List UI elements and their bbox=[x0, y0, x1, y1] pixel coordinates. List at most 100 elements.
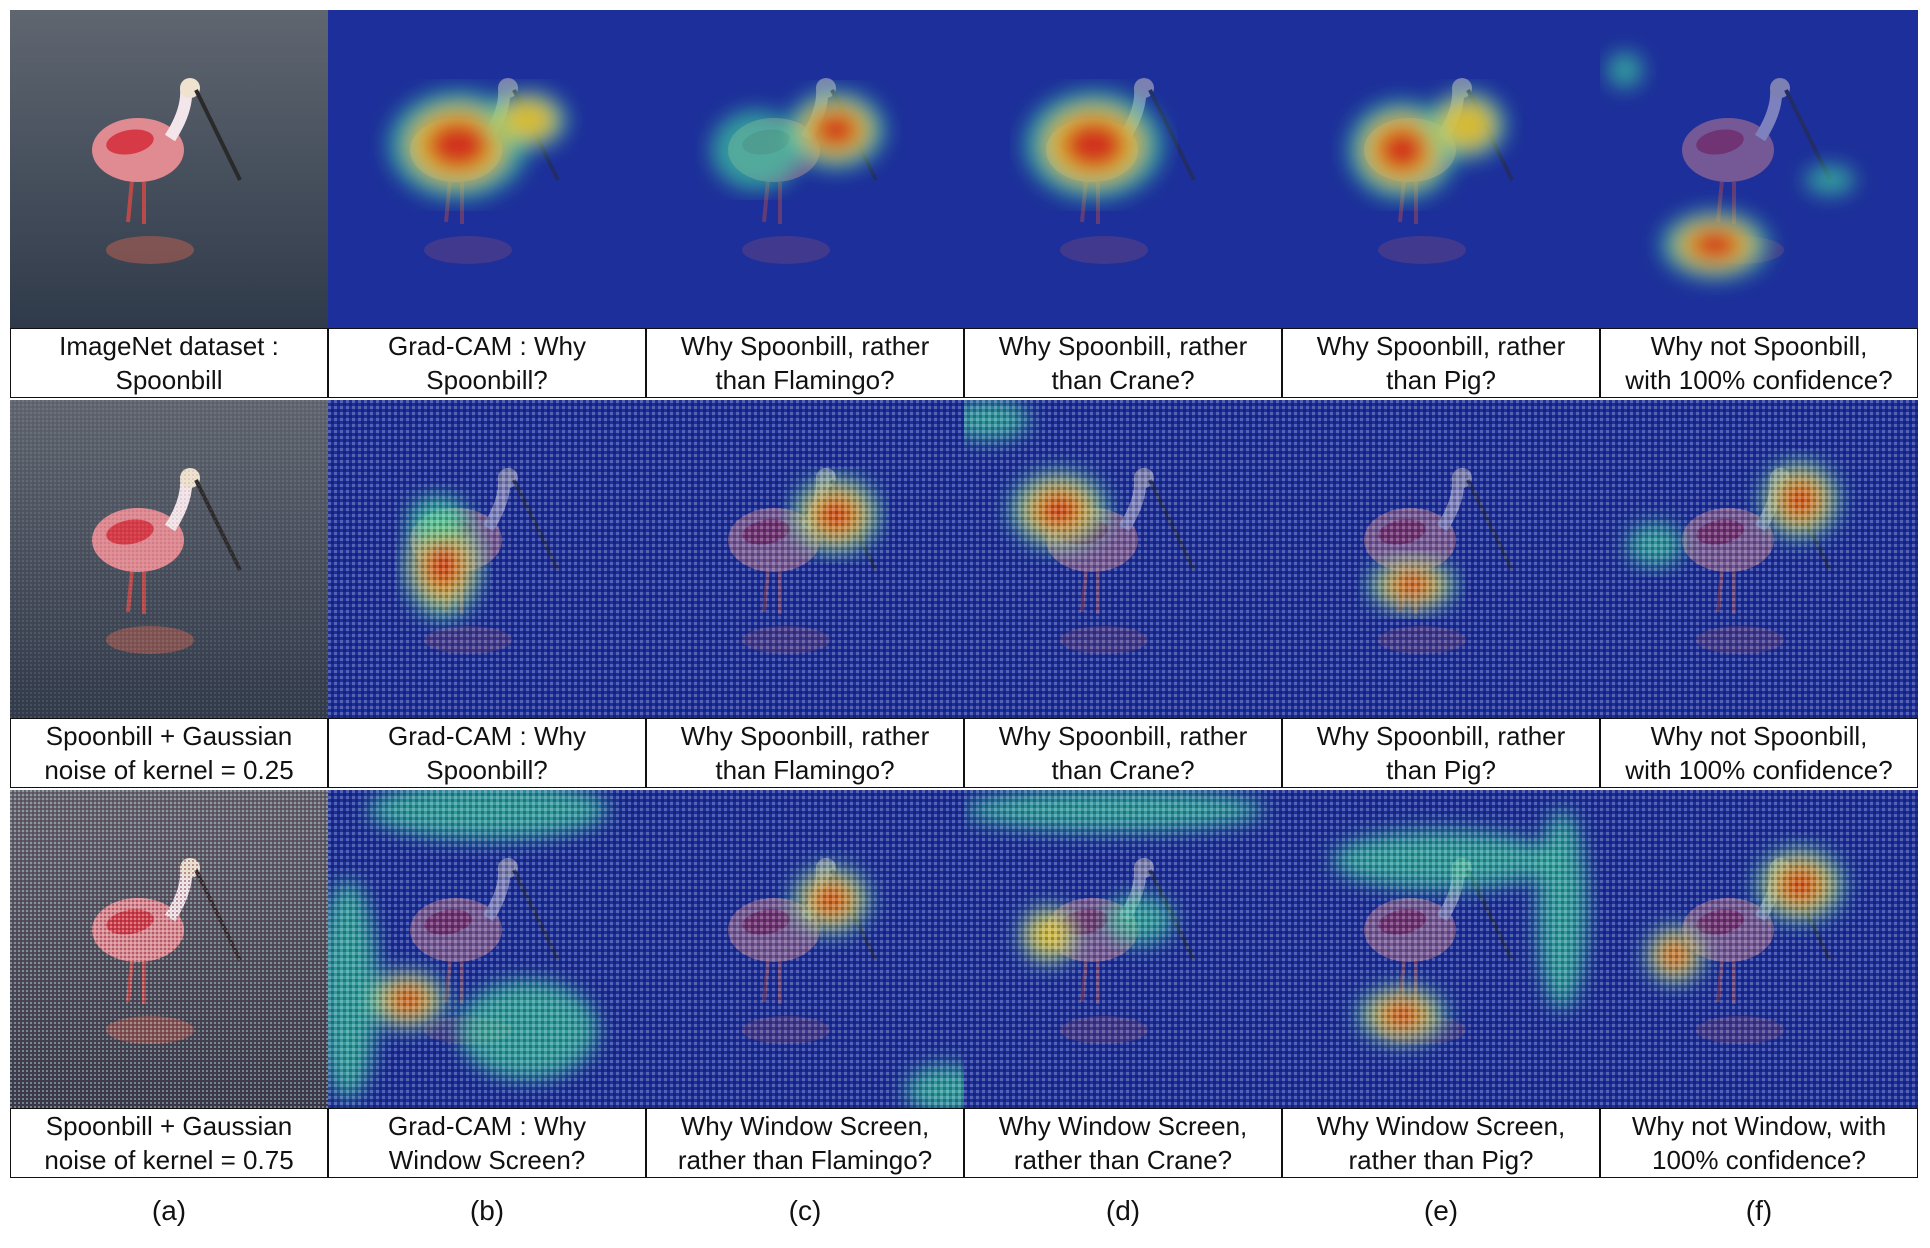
heatmap-contrast-crane bbox=[964, 10, 1282, 328]
caption-line-1: Why Spoonbill, rather bbox=[998, 331, 1248, 361]
caption-line-1: Why not Spoonbill, bbox=[1650, 721, 1868, 751]
caption-line-2: than Crane? bbox=[1051, 365, 1195, 395]
illustration-svg bbox=[10, 10, 328, 328]
caption-line-1: Why Window Screen, bbox=[1316, 1111, 1566, 1141]
caption-r2-c4: Why Spoonbill, rather than Crane? bbox=[964, 718, 1282, 788]
heatmap-contrast-pig bbox=[1282, 10, 1600, 328]
caption-r3-c2: Grad-CAM : Why Window Screen? bbox=[328, 1108, 646, 1178]
heatmap-contrast-flamingo bbox=[646, 400, 964, 718]
caption-line-2: Window Screen? bbox=[388, 1145, 586, 1175]
heatmap-contrast-flamingo bbox=[646, 790, 964, 1108]
row-1: ImageNet dataset : Spoonbill Grad-CAM : … bbox=[10, 10, 1922, 398]
caption-line-2: than Pig? bbox=[1386, 365, 1496, 395]
illustration-svg bbox=[1600, 10, 1918, 328]
caption-line-1: Spoonbill + Gaussian bbox=[45, 721, 293, 751]
caption-line-2: than Flamingo? bbox=[715, 365, 895, 395]
caption-line-2: rather than Pig? bbox=[1348, 1145, 1534, 1175]
heatmap-gradcam bbox=[328, 10, 646, 328]
heatmap-contrast-crane bbox=[964, 400, 1282, 718]
heatmap-why-not-full-confidence bbox=[1600, 790, 1918, 1108]
caption-r2-c3: Why Spoonbill, rather than Flamingo? bbox=[646, 718, 964, 788]
caption-r2-c6: Why not Spoonbill, with 100% confidence? bbox=[1600, 718, 1918, 788]
illustration-svg bbox=[646, 400, 964, 718]
caption-r3-c6: Why not Window, with 100% confidence? bbox=[1600, 1108, 1918, 1178]
heatmap-gradcam bbox=[328, 400, 646, 718]
heatmap-contrast-pig bbox=[1282, 790, 1600, 1108]
image-noisy-spoonbill-0-75 bbox=[10, 790, 328, 1108]
caption-line-1: Why Spoonbill, rather bbox=[1316, 331, 1566, 361]
caption-line-1: Why Window Screen, bbox=[680, 1111, 930, 1141]
illustration-svg bbox=[328, 10, 646, 328]
caption-line-1: Why Spoonbill, rather bbox=[1316, 721, 1566, 751]
column-label-d: (d) bbox=[1105, 1195, 1141, 1226]
caption-line-2: 100% confidence? bbox=[1652, 1145, 1866, 1175]
illustration-svg bbox=[1282, 790, 1600, 1108]
caption-r2-c1: Spoonbill + Gaussian noise of kernel = 0… bbox=[10, 718, 328, 788]
caption-line-1: Spoonbill + Gaussian bbox=[45, 1111, 293, 1141]
illustration-svg bbox=[964, 10, 1282, 328]
heatmap-why-not-full-confidence bbox=[1600, 10, 1918, 328]
heatmap-why-not-full-confidence bbox=[1600, 400, 1918, 718]
caption-line-2: with 100% confidence? bbox=[1625, 365, 1893, 395]
caption-r1-c3: Why Spoonbill, rather than Flamingo? bbox=[646, 328, 964, 398]
caption-r3-c1: Spoonbill + Gaussian noise of kernel = 0… bbox=[10, 1108, 328, 1178]
caption-r3-c4: Why Window Screen, rather than Crane? bbox=[964, 1108, 1282, 1178]
caption-r1-c5: Why Spoonbill, rather than Pig? bbox=[1282, 328, 1600, 398]
caption-line-2: than Crane? bbox=[1051, 755, 1195, 785]
caption-line-2: Spoonbill? bbox=[426, 365, 548, 395]
caption-r2-c5: Why Spoonbill, rather than Pig? bbox=[1282, 718, 1600, 788]
caption-line-1: Why Spoonbill, rather bbox=[998, 721, 1248, 751]
heatmap-contrast-crane bbox=[964, 790, 1282, 1108]
caption-line-1: Why Window Screen, bbox=[998, 1111, 1248, 1141]
caption-line-2: with 100% confidence? bbox=[1625, 755, 1893, 785]
caption-r1-c6: Why not Spoonbill, with 100% confidence? bbox=[1600, 328, 1918, 398]
illustration-svg bbox=[1282, 10, 1600, 328]
caption-line-2: Spoonbill? bbox=[426, 755, 548, 785]
heatmap-contrast-flamingo bbox=[646, 10, 964, 328]
column-label-e: (e) bbox=[1423, 1195, 1459, 1226]
image-noisy-spoonbill-0-25 bbox=[10, 400, 328, 718]
caption-line-2: than Pig? bbox=[1386, 755, 1496, 785]
caption-r1-c2: Grad-CAM : Why Spoonbill? bbox=[328, 328, 646, 398]
caption-r1-c4: Why Spoonbill, rather than Crane? bbox=[964, 328, 1282, 398]
caption-line-2: noise of kernel = 0.25 bbox=[44, 755, 294, 785]
illustration-svg bbox=[10, 400, 328, 718]
caption-line-1: Grad-CAM : Why bbox=[388, 331, 586, 361]
column-label-b: (b) bbox=[469, 1195, 505, 1226]
caption-r3-c5: Why Window Screen, rather than Pig? bbox=[1282, 1108, 1600, 1178]
caption-line-1: Why not Spoonbill, bbox=[1650, 331, 1868, 361]
caption-r3-c3: Why Window Screen, rather than Flamingo? bbox=[646, 1108, 964, 1178]
heatmap-gradcam bbox=[328, 790, 646, 1108]
caption-line-1: Grad-CAM : Why bbox=[388, 721, 586, 751]
caption-line-2: rather than Flamingo? bbox=[677, 1145, 933, 1175]
caption-line-2: noise of kernel = 0.75 bbox=[44, 1145, 294, 1175]
caption-line-1: Why Spoonbill, rather bbox=[680, 721, 930, 751]
caption-r1-c1: ImageNet dataset : Spoonbill bbox=[10, 328, 328, 398]
illustration-svg bbox=[964, 400, 1282, 718]
column-label-a: (a) bbox=[151, 1195, 187, 1226]
column-label-c: (c) bbox=[788, 1195, 822, 1226]
illustration-svg bbox=[1600, 790, 1918, 1108]
caption-line-1: Grad-CAM : Why bbox=[388, 1111, 586, 1141]
caption-line-1: ImageNet dataset : bbox=[59, 331, 279, 361]
row-2: Spoonbill + Gaussian noise of kernel = 0… bbox=[10, 400, 1922, 788]
illustration-svg bbox=[646, 10, 964, 328]
illustration-svg bbox=[646, 790, 964, 1108]
caption-r2-c2: Grad-CAM : Why Spoonbill? bbox=[328, 718, 646, 788]
illustration-svg bbox=[964, 790, 1282, 1108]
illustration-svg bbox=[1600, 400, 1918, 718]
image-original-spoonbill bbox=[10, 10, 328, 328]
caption-line-1: Why not Window, with bbox=[1631, 1111, 1887, 1141]
heatmap-contrast-pig bbox=[1282, 400, 1600, 718]
caption-line-2: rather than Crane? bbox=[1013, 1145, 1233, 1175]
caption-line-1: Why Spoonbill, rather bbox=[680, 331, 930, 361]
illustration-svg bbox=[1282, 400, 1600, 718]
illustration-svg bbox=[328, 400, 646, 718]
caption-line-2: than Flamingo? bbox=[715, 755, 895, 785]
illustration-svg bbox=[328, 790, 646, 1108]
caption-line-2: Spoonbill bbox=[115, 365, 223, 395]
row-3: Spoonbill + Gaussian noise of kernel = 0… bbox=[10, 790, 1922, 1178]
column-label-f: (f) bbox=[1745, 1195, 1773, 1226]
illustration-svg bbox=[10, 790, 328, 1108]
